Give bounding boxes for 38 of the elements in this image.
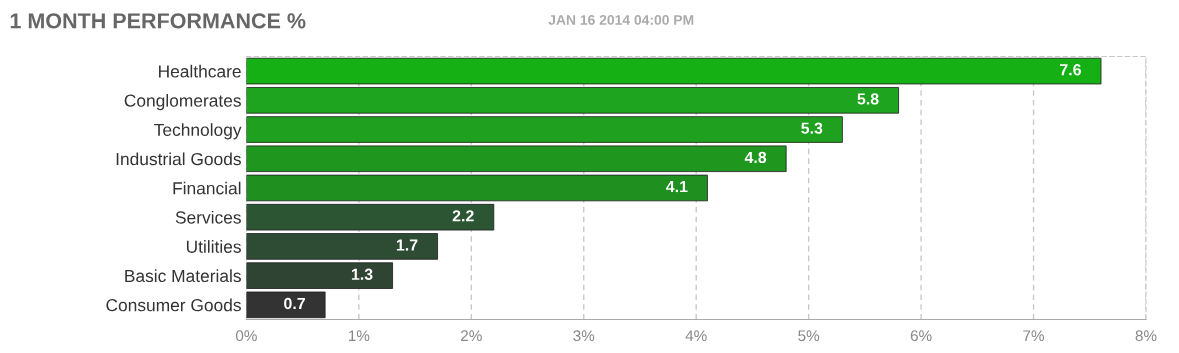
bar [246,57,1102,85]
y-tick-label: Basic Materials [125,269,241,283]
y-tick-label: Consumer Goods [106,298,241,312]
data-label: 4.1 [666,181,688,193]
x-tick-label: 8% [1135,330,1157,342]
bar [246,145,787,173]
y-tick-label: Technology [154,123,242,140]
bar [246,291,326,319]
bar [246,174,708,202]
bar [246,262,394,289]
y-tick-label: Services [175,210,241,224]
y-tick-label: Conglomerates [124,94,241,111]
data-label: 7.6 [1060,64,1081,76]
x-tick-label: 4% [685,330,707,342]
x-tick-label: 2% [461,330,482,342]
data-label: 5.3 [801,122,823,134]
data-label: 2.2 [452,210,474,222]
y-tick-label: Industrial Goods [116,152,241,166]
bar [246,203,495,231]
chart-subtitle: JAN 16 2014 04:00 PM [548,15,694,25]
data-label: 1.3 [351,268,373,280]
data-label: 4.8 [744,151,767,164]
y-tick-label: Utilities [186,240,241,253]
y-tick-label: Financial [173,181,241,195]
x-tick-label: 6% [910,330,932,342]
x-tick-label: 1% [348,330,370,342]
x-tick-label: 3% [573,330,595,342]
chart-title: 1 MONTH PERFORMANCE % [10,13,306,29]
bar [246,87,900,114]
y-tick-label: Healthcare [159,64,241,78]
x-tick-label: 5% [798,330,820,342]
data-label: 0.7 [284,297,305,310]
bar [246,233,438,260]
x-tick-label: 7% [1023,330,1045,342]
data-label: 1.7 [396,239,418,251]
x-tick-label: 0% [235,330,257,342]
bar [246,116,843,143]
data-label: 5.8 [857,93,879,105]
